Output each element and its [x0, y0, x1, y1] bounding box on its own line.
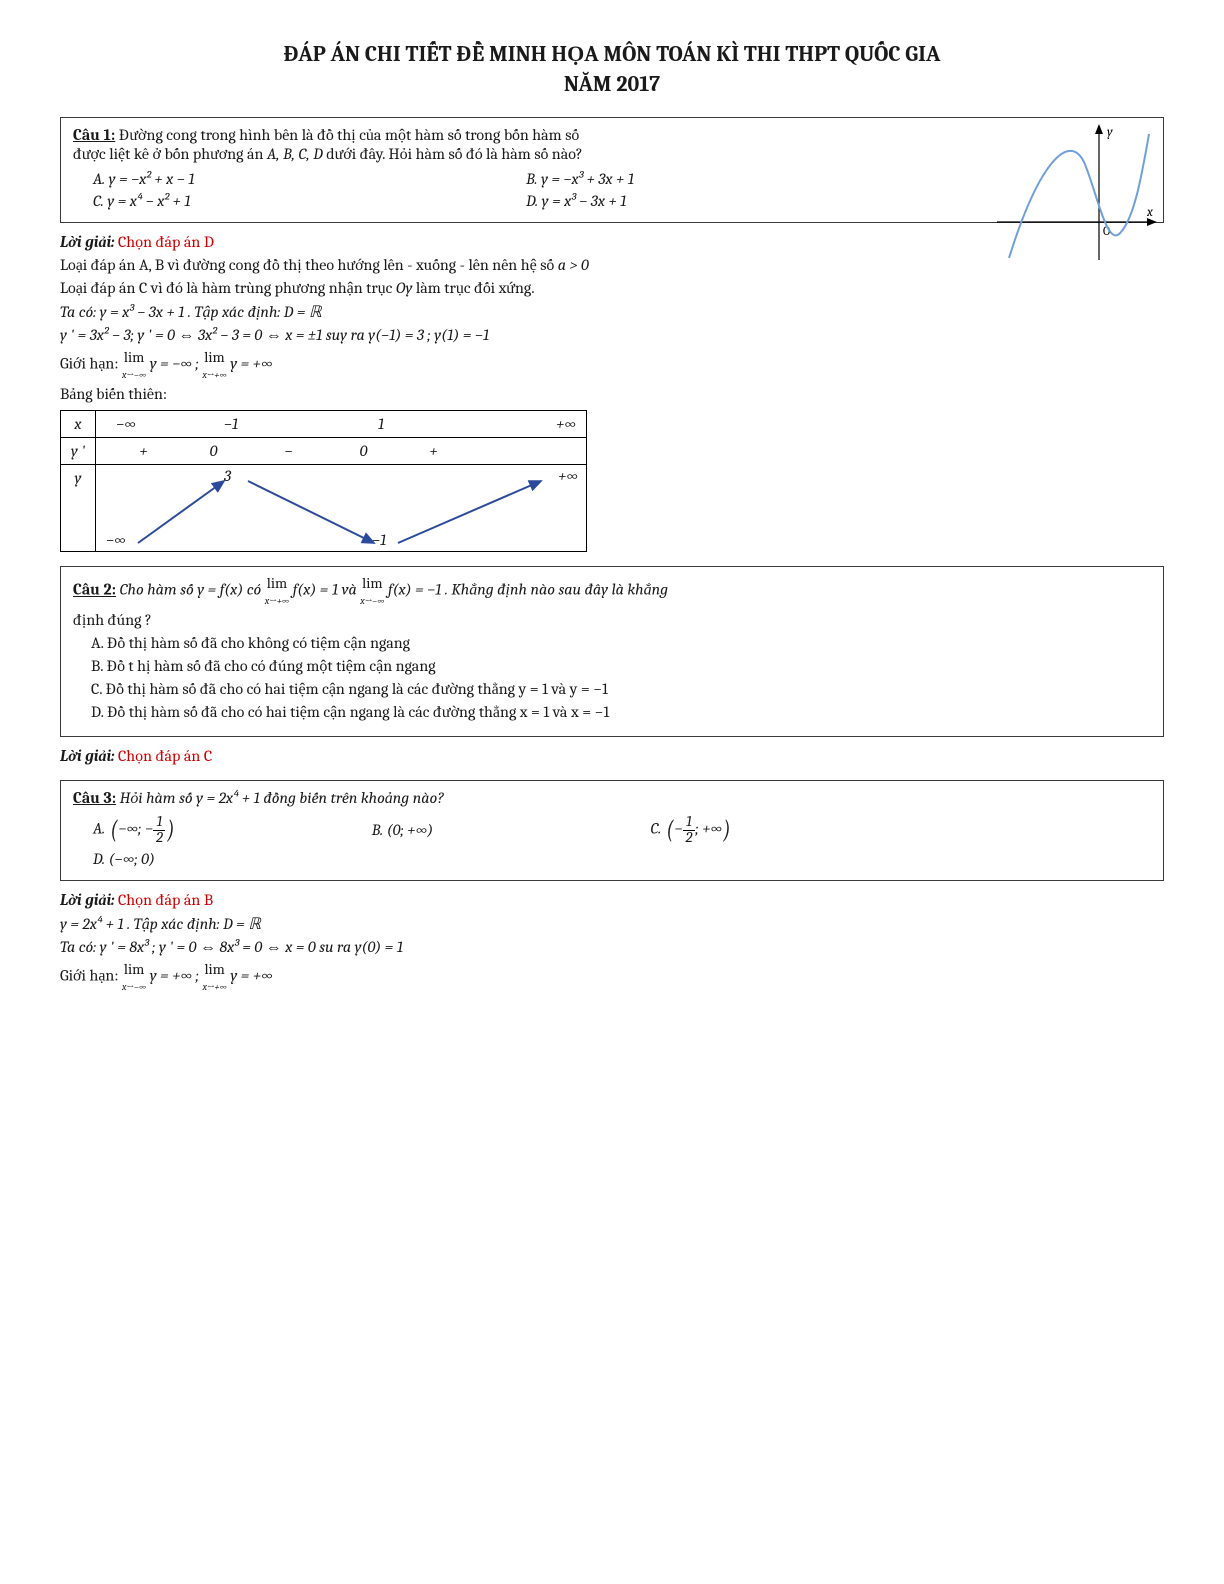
sol3-l1: y = 2x⁴ + 1 . Tập xác định: D = ℝ — [60, 914, 1164, 934]
variation-arrows: 3 +∞ −∞ −1 — [96, 465, 586, 551]
solution-3: Lời giải: Chọn đáp án B y = 2x⁴ + 1 . Tậ… — [60, 891, 1164, 993]
lim-icon: lim x→+∞ — [202, 349, 226, 381]
q2-opt-a: A. Đồ thị hàm số đã cho không có tiệm cậ… — [73, 634, 1151, 653]
sol1-l4: y ' = 3x² − 3; y ' = 0 ⇔ 3x² − 3 = 0 ⇔ x… — [60, 326, 1164, 345]
sol1-l5: Giới hạn: lim x→−∞ y = −∞ ; lim x→+∞ y =… — [60, 349, 1164, 381]
sol1-l3: Ta có: y = x³ − 3x + 1 . Tập xác định: D… — [60, 302, 1164, 322]
q1-opt-a: A. y = −x² + x − 1 — [73, 168, 506, 190]
q2-opt-b: B. Đồ t hị hàm số đã cho có đúng một tiệ… — [73, 657, 1151, 676]
lim-icon: lim x→+∞ — [202, 961, 226, 993]
svg-text:x: x — [1146, 205, 1153, 220]
title-line-2: NĂM 2017 — [564, 71, 660, 97]
cubic-graph-icon: x y O — [989, 122, 1159, 262]
sol1-l2: Loại đáp án C vì đó là hàm trùng phương … — [60, 279, 1164, 298]
sol2-header: Lời giải: Chọn đáp án C — [60, 747, 1164, 766]
variation-table: x −∞ −1 1 +∞ y ' + 0 − 0 + — [60, 410, 587, 552]
q3-options: A. (−∞; −12) B. (0; +∞) C. (−12; +∞) D. … — [73, 812, 1151, 870]
question-2-box: Câu 2: Cho hàm số y = f(x) có lim x→+∞ f… — [60, 566, 1164, 737]
svg-text:y: y — [1107, 125, 1113, 140]
question-1-box: Câu 1: Đường cong trong hình bên là đồ t… — [60, 117, 1164, 223]
q3-opt-a: A. (−∞; −12) — [73, 812, 352, 848]
solution-1: Lời giải: Chọn đáp án D Loại đáp án A, B… — [60, 233, 1164, 552]
lim-icon: lim x→−∞ — [122, 961, 146, 993]
title-line-1: ĐÁP ÁN CHI TIẾT ĐỀ MINH HỌA MÔN TOÁN KÌ … — [284, 41, 941, 67]
q1-graph: x y O — [989, 122, 1159, 262]
lim-icon: lim x→−∞ — [360, 575, 384, 607]
q1-opt-b: B. y = −x³ + 3x + 1 — [506, 168, 939, 190]
q2-opt-d: D. Đồ thị hàm số đã cho có hai tiệm cận … — [73, 703, 1151, 722]
q1-opt-c: C. y = x⁴ − x² + 1 — [73, 190, 506, 212]
q3-opt-b: B. (0; +∞) — [352, 819, 631, 841]
solution-2: Lời giải: Chọn đáp án C — [60, 747, 1164, 766]
q3-stem: Câu 3: Hỏi hàm số y = 2x⁴ + 1 đồng biến … — [73, 789, 1151, 808]
q3-opt-d: D. (−∞; 0) — [73, 848, 352, 870]
q1-label: Câu 1: — [73, 126, 115, 144]
sol3-header: Lời giải: Chọn đáp án B — [60, 891, 1164, 910]
question-3-box: Câu 3: Hỏi hàm số y = 2x⁴ + 1 đồng biến … — [60, 780, 1164, 881]
q2-stem: Câu 2: Cho hàm số y = f(x) có lim x→+∞ f… — [73, 575, 1151, 607]
lim-icon: lim x→−∞ — [122, 349, 146, 381]
sol3-l2: Ta có: y ' = 8x³ ; y ' = 0 ⇔ 8x³ = 0 ⇔ x… — [60, 938, 1164, 957]
page-title: ĐÁP ÁN CHI TIẾT ĐỀ MINH HỌA MÔN TOÁN KÌ … — [60, 40, 1164, 99]
q2-opt-c: C. Đồ thị hàm số đã cho có hai tiệm cận … — [73, 680, 1151, 699]
sol3-l3: Giới hạn: lim x→−∞ y = +∞ ; lim x→+∞ y =… — [60, 961, 1164, 993]
q1-opt-d: D. y = x³ − 3x + 1 — [506, 190, 939, 212]
sol1-l6: Bảng biến thiên: — [60, 385, 1164, 404]
q3-opt-c: C. (−12; +∞) — [630, 812, 909, 848]
lim-icon: lim x→+∞ — [265, 575, 289, 607]
